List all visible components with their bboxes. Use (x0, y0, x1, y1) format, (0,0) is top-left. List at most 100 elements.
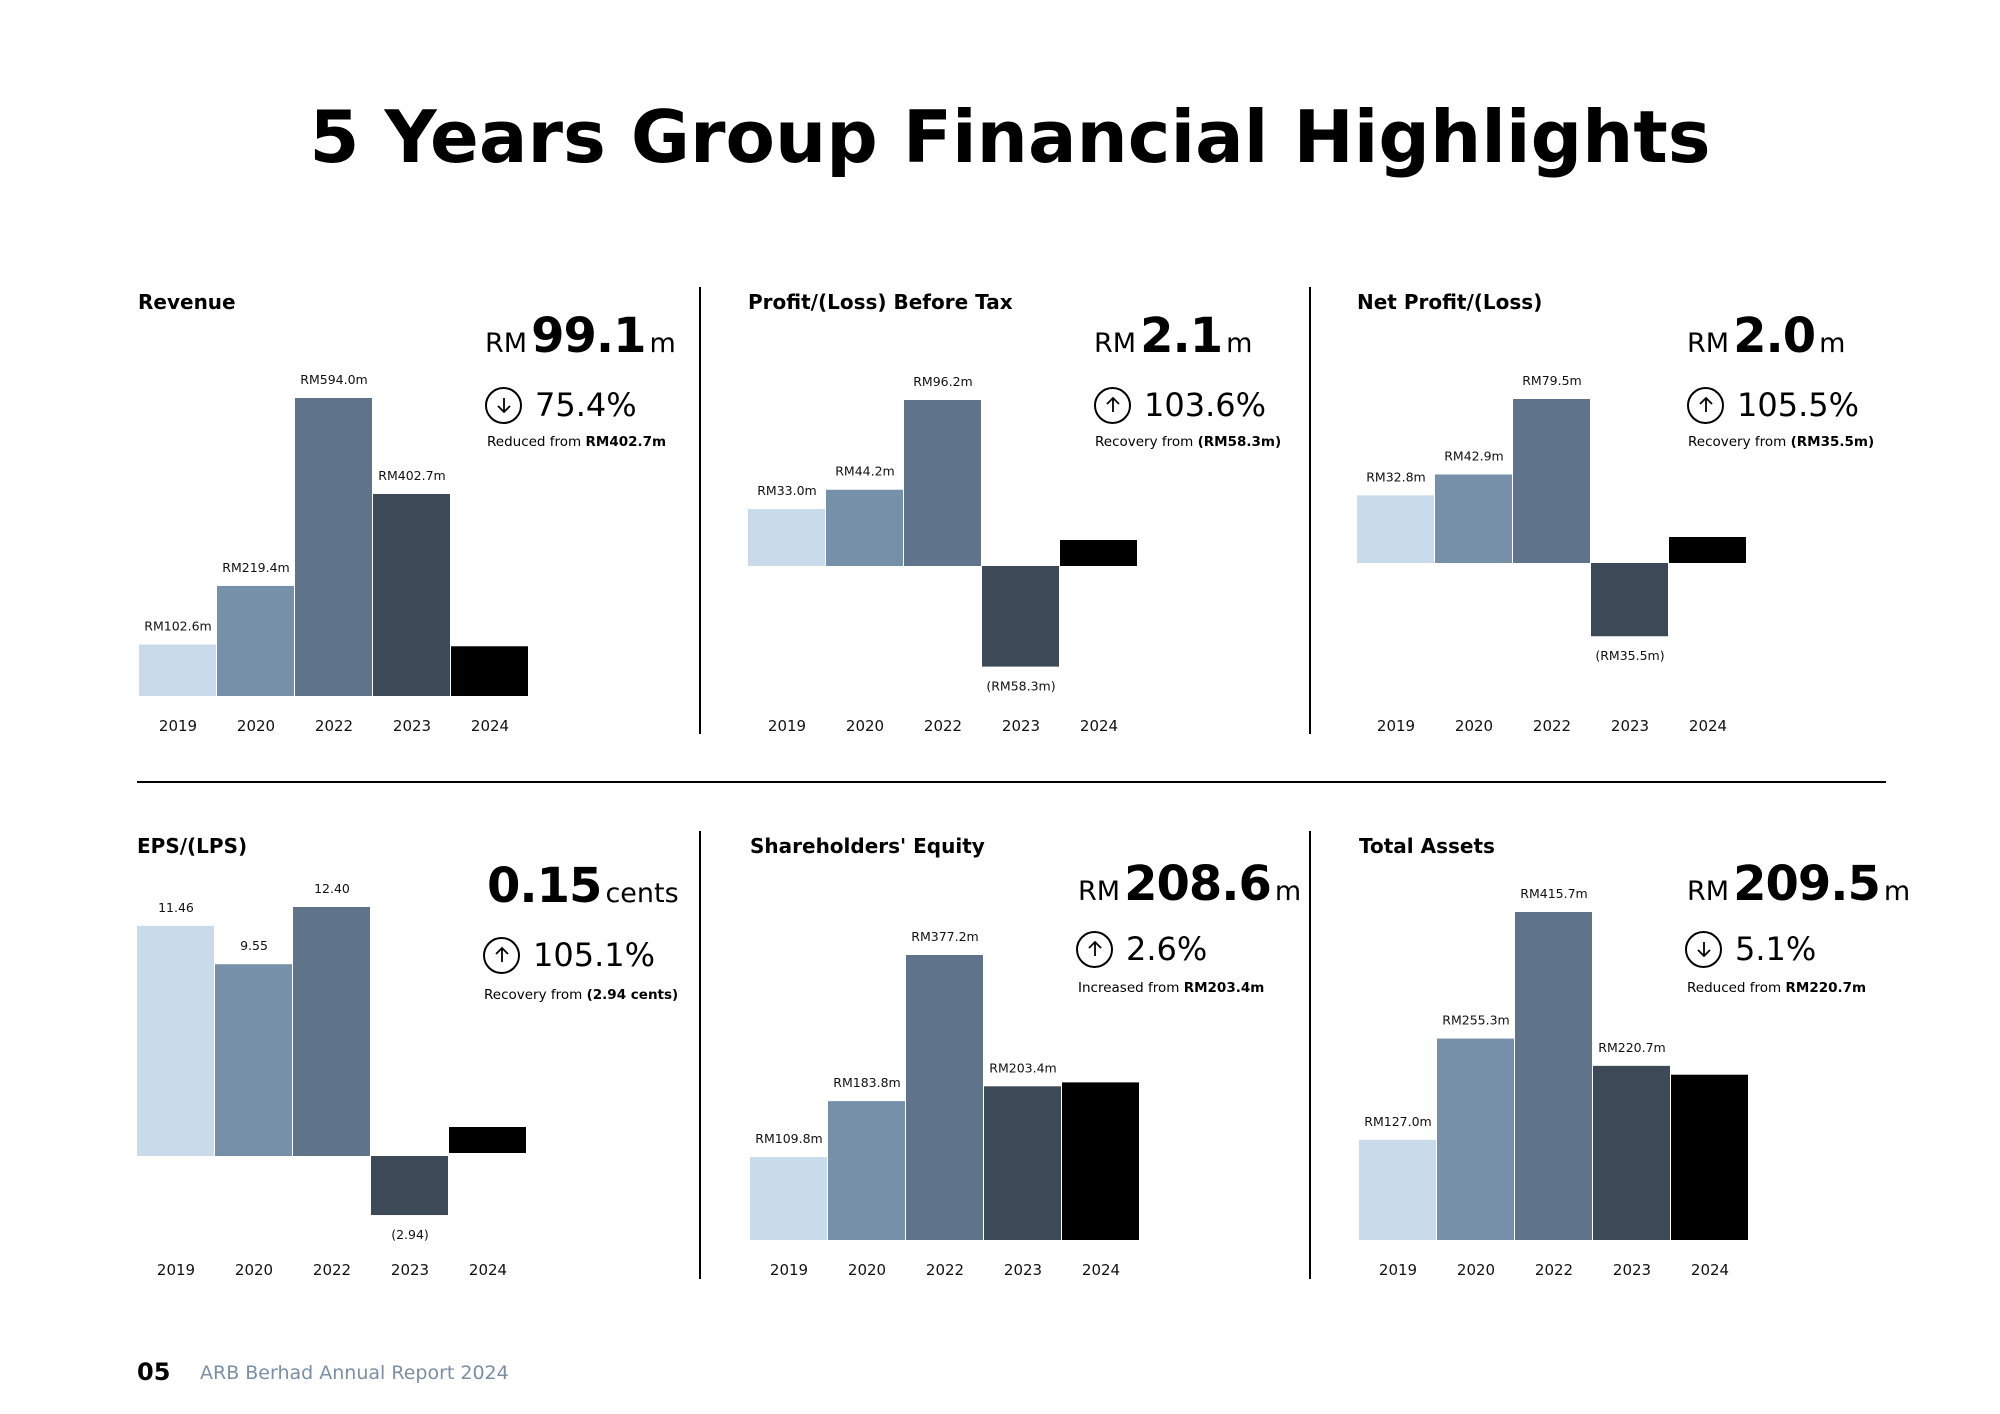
data-label: RM79.5m (1522, 373, 1581, 388)
panel-title: EPS/(LPS) (137, 834, 248, 858)
bar-2023 (371, 1156, 448, 1216)
year-label: 2020 (237, 717, 275, 735)
bar-2019 (1359, 1139, 1436, 1240)
data-label: RM255.3m (1442, 1013, 1509, 1028)
bar-2023 (1593, 1065, 1670, 1240)
panel-title: Profit/(Loss) Before Tax (748, 290, 1013, 314)
year-label: 2024 (1082, 1261, 1120, 1279)
arrow-up-circle-icon (1094, 386, 1131, 424)
data-label: 9.55 (240, 938, 268, 953)
bar-2020 (1435, 474, 1512, 563)
year-label: 2022 (1533, 717, 1571, 735)
note-value: (RM58.3m) (1197, 434, 1282, 450)
bar-2020 (215, 964, 292, 1156)
bar-2022 (904, 400, 981, 566)
unit: cents (605, 878, 679, 909)
note-value: RM220.7m (1785, 980, 1867, 996)
change-note: Reduced from RM220.7m (1687, 980, 1866, 996)
data-label: RM42.9m (1444, 449, 1503, 464)
change-note: Recovery from (RM35.5m) (1688, 434, 1874, 450)
unit: m (1819, 328, 1846, 359)
change-row: 105.1% (483, 936, 655, 974)
year-label: 2023 (393, 717, 431, 735)
data-label: 12.40 (314, 881, 350, 896)
year-label: 2020 (1455, 717, 1493, 735)
data-label: (RM58.3m) (986, 679, 1055, 694)
year-label: 2019 (770, 1261, 808, 1279)
year-label: 2019 (1379, 1261, 1417, 1279)
year-label: 2020 (848, 1261, 886, 1279)
data-label: RM594.0m (300, 372, 367, 387)
data-label: RM96.2m (913, 374, 972, 389)
page-number: 05 (137, 1358, 171, 1386)
note-value: RM203.4m (1183, 980, 1265, 996)
value: 209.5 (1733, 856, 1881, 912)
change-percent: 105.1% (533, 936, 656, 974)
year-label: 2022 (924, 717, 962, 735)
column-divider (699, 287, 701, 734)
bar-2019 (748, 509, 825, 566)
bar-2023 (1591, 563, 1668, 637)
bar-2024 (451, 646, 528, 696)
bar-2019 (139, 644, 216, 696)
year-label: 2019 (159, 717, 197, 735)
change-percent: 103.6% (1144, 386, 1267, 424)
year-label: 2022 (315, 717, 353, 735)
bar-2020 (826, 489, 903, 566)
bar-2024 (1671, 1074, 1748, 1240)
arrow-up-circle-icon (1076, 930, 1113, 968)
note-value: (2.94 cents) (586, 987, 679, 1003)
currency: RM (1687, 328, 1730, 359)
change-row: 105.5% (1687, 386, 1859, 424)
headline-value: 0.15 cents (483, 862, 679, 910)
column-divider (1309, 287, 1311, 734)
currency: RM (1687, 876, 1730, 907)
data-label: RM183.8m (833, 1075, 900, 1090)
change-note: Recovery from (RM58.3m) (1095, 434, 1281, 450)
data-label: (RM35.5m) (1595, 648, 1664, 663)
headline-value: RM2.0 m (1687, 312, 1845, 360)
change-row: 103.6% (1094, 386, 1266, 424)
bar-2024 (449, 1127, 526, 1153)
row-divider (137, 781, 1886, 783)
currency: RM (1094, 328, 1137, 359)
arrow-up-circle-icon (483, 936, 520, 974)
year-label: 2022 (313, 1261, 351, 1279)
data-label: RM203.4m (989, 1060, 1056, 1075)
change-row: 75.4% (485, 386, 637, 424)
note-prefix: Recovery from (484, 987, 587, 1003)
year-label: 2024 (1691, 1261, 1729, 1279)
year-label: 2024 (471, 717, 509, 735)
year-label: 2023 (1004, 1261, 1042, 1279)
note-prefix: Reduced from (1687, 980, 1786, 996)
bar-2019 (1357, 495, 1434, 563)
value: 0.15 (487, 858, 602, 914)
arrow-up-circle-icon (1687, 386, 1724, 424)
column-divider (1309, 831, 1311, 1279)
arrow-down-circle-icon (485, 386, 522, 424)
bar-2022 (906, 955, 983, 1240)
panel-title: Total Assets (1359, 834, 1495, 858)
data-label: RM402.7m (378, 468, 445, 483)
data-label: RM377.2m (911, 929, 978, 944)
change-row: 2.6% (1076, 930, 1207, 968)
value: 99.1 (531, 308, 646, 364)
data-label: RM109.8m (755, 1131, 822, 1146)
data-label: RM102.6m (144, 619, 211, 634)
bar-2019 (137, 925, 214, 1156)
year-label: 2023 (1613, 1261, 1651, 1279)
year-label: 2023 (1611, 717, 1649, 735)
page-title: 5 Years Group Financial Highlights (309, 95, 1711, 179)
year-label: 2019 (768, 717, 806, 735)
data-label: RM44.2m (835, 464, 894, 479)
change-row: 5.1% (1685, 930, 1816, 968)
headline-value: RM209.5 m (1687, 860, 1910, 908)
bar-2020 (1437, 1038, 1514, 1240)
bar-2020 (217, 585, 294, 696)
currency: RM (1078, 876, 1121, 907)
bar-2024 (1669, 537, 1746, 563)
note-value: RM402.7m (585, 434, 667, 450)
year-label: 2024 (469, 1261, 507, 1279)
arrow-down-circle-icon (1685, 930, 1722, 968)
